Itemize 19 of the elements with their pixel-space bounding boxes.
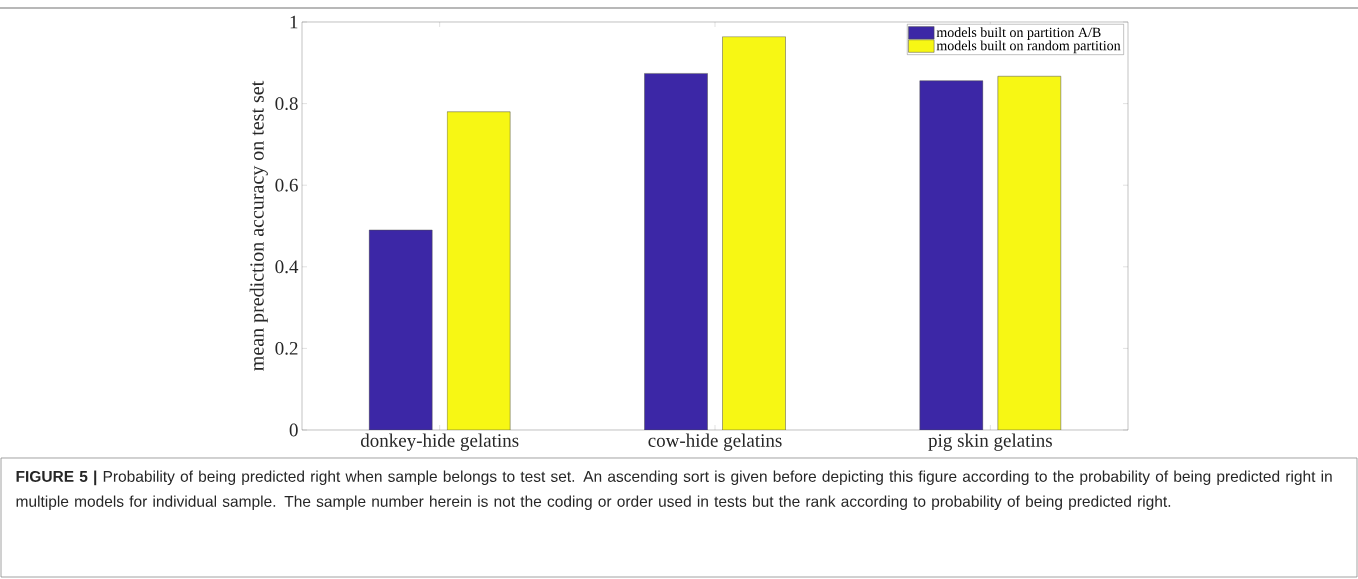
bar: [997, 76, 1062, 430]
bar: [722, 36, 786, 430]
y-tick-label: 0.8: [275, 97, 298, 111]
bar: [446, 111, 511, 430]
bar: [368, 229, 433, 430]
y-tick-label: 0.2: [275, 341, 298, 355]
legend-label: models built on random partition: [936, 40, 1121, 54]
legend-label: models built on partition A/B: [936, 27, 1101, 40]
x-tick-label: pig skin gelatins: [928, 433, 1052, 451]
y-axis-title: mean prediction accuracy on test set: [249, 80, 268, 371]
y-tick-label: 0: [289, 423, 298, 437]
y-tick-label: 1: [290, 15, 298, 29]
x-tick-label: cow-hide gelatins: [648, 433, 782, 451]
y-tick-label: 0.6: [275, 178, 298, 192]
x-tick-label: donkey-hide gelatins: [360, 433, 519, 451]
bar: [644, 73, 708, 430]
text: FIGURE 5 | Probability of being predicted right when sample belongs to test set. An ascending sort is given before depicting this figure according to the probability of being predicted right in multiple models for individual sample. The sample number herein is not the coding or order used in tests but the rank according to probability of being predicted right.: [16, 470, 1332, 510]
y-tick-label: 0.4: [275, 260, 299, 274]
bar: [919, 80, 984, 430]
